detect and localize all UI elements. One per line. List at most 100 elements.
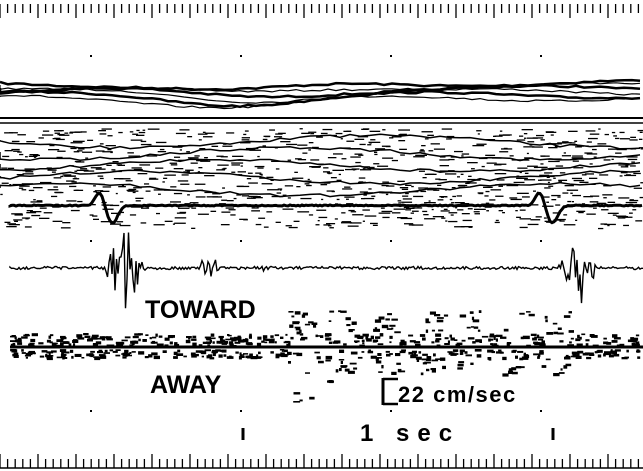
speckle (308, 179, 310, 180)
recording-figure: TOWARD AWAY 22 cm/sec 1 sec (0, 0, 643, 471)
speckle (93, 191, 97, 192)
speckle (423, 177, 427, 178)
speckle (485, 155, 495, 156)
speckle (81, 131, 87, 132)
doppler-speckle (482, 336, 488, 338)
speckle (247, 178, 251, 179)
doppler-speckle (465, 351, 468, 354)
doppler-speckle (362, 342, 364, 344)
doppler-speckle (169, 335, 176, 338)
doppler-speckle (490, 343, 494, 345)
speckle (474, 209, 486, 210)
speckle (256, 224, 262, 225)
doppler-speckle (537, 335, 539, 338)
speckle (382, 182, 389, 183)
speckle (294, 172, 298, 173)
speckle (196, 196, 206, 197)
speckle (441, 218, 445, 219)
speckle (33, 199, 36, 200)
speckle (344, 187, 350, 188)
doppler-speckle (186, 336, 192, 338)
doppler-speckle (577, 344, 583, 347)
speckle (195, 184, 206, 185)
doppler-speckle (71, 356, 73, 359)
speckle (517, 193, 529, 194)
doppler-speckle (437, 345, 441, 347)
doppler-speckle (164, 344, 168, 346)
speckle (136, 130, 139, 131)
speckle (633, 173, 641, 174)
speckle (557, 142, 566, 143)
doppler-speckle (637, 356, 640, 359)
doppler-speckle (438, 330, 443, 332)
doppler-speckle (437, 320, 444, 323)
speckle (484, 195, 488, 196)
speckle (190, 202, 199, 203)
doppler-speckle (572, 352, 578, 355)
speckle (19, 154, 23, 155)
speckle (69, 186, 76, 187)
speckle (350, 156, 361, 157)
doppler-speckle (340, 365, 347, 367)
doppler-speckle (86, 354, 90, 357)
speckle (203, 136, 213, 137)
doppler-speckle (163, 350, 167, 353)
speckle (431, 143, 440, 144)
speckle (563, 214, 567, 215)
speckle (557, 219, 566, 220)
doppler-speckle (270, 351, 274, 353)
doppler-speckle (349, 329, 353, 332)
doppler-speckle (512, 372, 518, 375)
speckle (23, 173, 34, 174)
speckle (174, 223, 186, 224)
speckle (551, 199, 556, 200)
doppler-speckle (375, 336, 380, 339)
speckle (266, 177, 273, 178)
doppler-speckle (346, 324, 350, 326)
doppler-speckle (511, 350, 516, 353)
doppler-speckle (408, 352, 413, 355)
speckle (413, 196, 423, 197)
doppler-speckle (564, 357, 571, 360)
speckle (6, 226, 17, 227)
speckle (476, 130, 481, 131)
speckle (258, 218, 265, 219)
speckle (37, 200, 43, 201)
doppler-speckle (152, 337, 156, 339)
doppler-speckle (229, 356, 232, 358)
doppler-speckle (284, 350, 288, 353)
speckle (300, 198, 311, 199)
doppler-speckle (63, 342, 70, 344)
speckle (323, 129, 333, 130)
speckle (100, 178, 104, 179)
speckle (116, 193, 118, 194)
doppler-speckle (107, 345, 114, 347)
doppler-speckle (394, 331, 401, 333)
speckle (433, 216, 444, 217)
speckle (2, 183, 9, 184)
doppler-speckle (210, 338, 216, 340)
speckle (381, 208, 385, 209)
speckle (75, 190, 78, 191)
speckle (178, 180, 188, 181)
doppler-speckle (329, 380, 333, 383)
speckle (495, 222, 500, 223)
speckle (567, 201, 571, 202)
speckle (180, 184, 189, 185)
speckle (615, 153, 622, 154)
doppler-speckle (177, 350, 180, 353)
doppler-speckle (300, 333, 303, 335)
speckle (598, 128, 600, 129)
speckle (626, 174, 631, 175)
doppler-speckle (440, 358, 445, 361)
speckle (522, 129, 533, 130)
speckle (450, 199, 453, 200)
speckle (25, 218, 28, 219)
speckle (342, 158, 347, 159)
doppler-speckle (590, 334, 595, 337)
speckle (363, 221, 365, 222)
doppler-speckle (303, 313, 308, 316)
doppler-speckle (263, 335, 267, 338)
time-scale-label: 1 sec (360, 420, 460, 447)
doppler-speckle (229, 341, 233, 344)
